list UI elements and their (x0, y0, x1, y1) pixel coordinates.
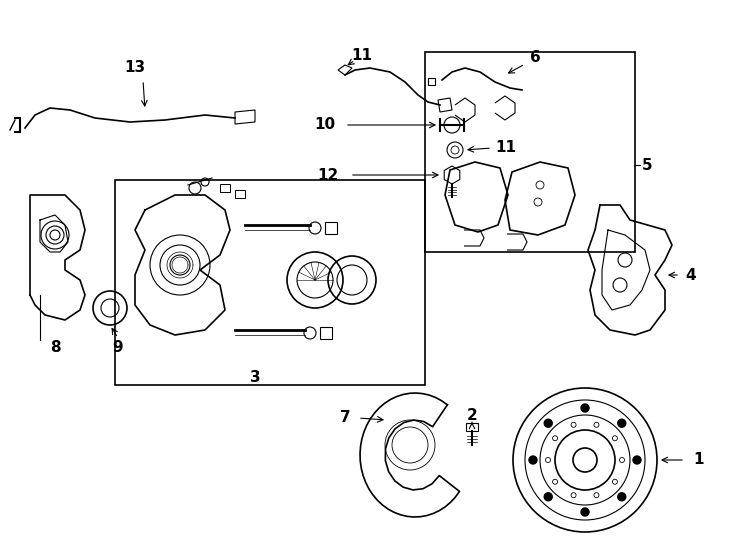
Bar (220, 184, 230, 192)
Text: 7: 7 (340, 410, 350, 426)
Text: 1: 1 (693, 453, 703, 468)
Text: 3: 3 (250, 370, 261, 386)
Text: 11: 11 (352, 48, 372, 63)
Circle shape (544, 493, 552, 501)
Text: 9: 9 (113, 341, 123, 355)
Bar (235, 190, 245, 198)
Bar (325, 222, 337, 234)
Text: 8: 8 (50, 341, 60, 355)
Text: 5: 5 (642, 158, 653, 172)
Bar (425, 52, 635, 252)
Circle shape (581, 508, 589, 516)
Text: 2: 2 (467, 408, 477, 422)
Circle shape (633, 456, 641, 464)
Text: 12: 12 (317, 167, 338, 183)
Circle shape (618, 493, 626, 501)
Text: 4: 4 (685, 267, 696, 282)
Text: 10: 10 (314, 118, 335, 132)
Text: 11: 11 (495, 140, 516, 156)
Text: 13: 13 (125, 60, 145, 76)
Bar (115, 180, 425, 385)
Text: 6: 6 (530, 51, 540, 65)
Bar (320, 327, 332, 339)
Circle shape (529, 456, 537, 464)
Circle shape (618, 419, 626, 427)
Circle shape (581, 404, 589, 412)
Circle shape (544, 419, 552, 427)
